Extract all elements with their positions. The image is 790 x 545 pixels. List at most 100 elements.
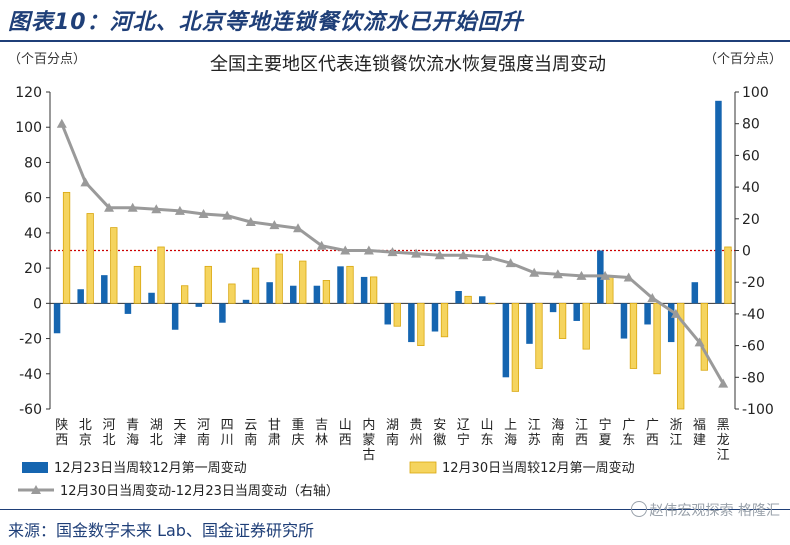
series3-marker xyxy=(505,258,516,268)
category-label: 黑龙江 xyxy=(717,418,730,463)
bar-series2 xyxy=(606,276,614,304)
series3-marker xyxy=(387,247,398,257)
right-tick-label: 0 xyxy=(742,244,751,260)
series3-marker xyxy=(458,250,469,260)
bar-series2 xyxy=(724,246,732,304)
series3-marker xyxy=(56,118,67,128)
bar-series1 xyxy=(384,303,391,325)
category-label: 福建 xyxy=(693,418,706,448)
wechat-icon xyxy=(630,501,647,517)
bar-series1 xyxy=(644,303,651,325)
bar-series1 xyxy=(502,303,510,378)
series3-marker xyxy=(245,216,256,226)
category-label: 广东 xyxy=(622,418,635,448)
category-label: 四川 xyxy=(221,418,234,448)
right-tick-label: 60 xyxy=(742,148,760,164)
bar-series1 xyxy=(620,303,628,339)
category-label: 山东 xyxy=(480,418,493,448)
bar-series2 xyxy=(369,276,378,304)
left-tick-label: 20 xyxy=(24,261,42,277)
bar-series2 xyxy=(346,265,354,304)
legend-marker-series3 xyxy=(31,485,41,494)
bar-series2 xyxy=(677,302,685,410)
series3-marker xyxy=(434,250,445,260)
bar-series2 xyxy=(86,213,94,304)
bar-series2 xyxy=(181,285,189,304)
bar-series1 xyxy=(337,266,344,304)
series3-marker xyxy=(576,270,587,280)
legend-label-series3: 12月30日当周变动-12月23日当周变动（右轴） xyxy=(60,483,339,499)
series3-marker xyxy=(269,220,280,230)
left-tick-label: 0 xyxy=(33,296,42,312)
bar-series1 xyxy=(526,303,533,344)
series3-marker xyxy=(222,210,233,220)
left-tick-label: -20 xyxy=(19,332,42,348)
right-tick-label: 40 xyxy=(742,180,760,196)
series3-marker xyxy=(174,205,185,215)
series3-marker xyxy=(694,337,705,347)
series3-marker xyxy=(316,240,327,250)
bar-series2 xyxy=(700,302,708,371)
bar-series2 xyxy=(204,265,212,304)
left-tick-label: 40 xyxy=(24,226,42,242)
watermark: 赵伟宏观探索 格隆汇 xyxy=(630,500,780,520)
category-label: 吉林 xyxy=(315,418,328,448)
category-label: 湖北 xyxy=(150,418,163,448)
bar-series2 xyxy=(322,280,331,304)
category-label: 云南 xyxy=(244,418,257,448)
category-label: 江苏 xyxy=(528,418,541,448)
category-label: 江西 xyxy=(575,418,588,448)
bar-series1 xyxy=(101,275,108,304)
legend-swatch-series1 xyxy=(22,462,48,473)
series3-marker xyxy=(647,293,658,303)
category-label: 贵州 xyxy=(410,418,423,448)
bar-series1 xyxy=(408,303,415,343)
series3-marker xyxy=(151,204,162,214)
right-tick-label: -60 xyxy=(742,339,765,355)
bar-series1 xyxy=(360,276,368,304)
series3-marker xyxy=(481,251,492,261)
right-tick-label: -100 xyxy=(742,402,774,418)
bar-series1 xyxy=(290,285,297,304)
bar-series2 xyxy=(440,302,449,338)
chart-svg: 全国主要地区代表连锁餐饮流水恢复强度当周变动 （个百分点） （个百分点） -60… xyxy=(8,52,782,499)
source-note: 来源：国金数字未来 Lab、国金证券研究所 xyxy=(8,521,314,540)
right-tick-label: 100 xyxy=(742,85,769,101)
series3-marker xyxy=(293,223,304,233)
chart-title: 全国主要地区代表连锁餐饮流水恢复强度当周变动 xyxy=(210,54,606,75)
bar-series2 xyxy=(62,191,71,304)
bar-series1 xyxy=(266,282,273,304)
series3-marker xyxy=(198,209,209,219)
series3-marker xyxy=(340,245,351,255)
category-label: 广西 xyxy=(646,418,659,448)
left-tick-label: -60 xyxy=(19,402,42,418)
bar-series2 xyxy=(393,302,401,327)
legend-label-series1: 12月23日当周较12月第一周变动 xyxy=(54,460,247,476)
left-axis-unit: （个百分点） xyxy=(8,52,86,67)
series3-marker xyxy=(552,269,563,279)
bar-series2 xyxy=(464,295,472,304)
bar-series1 xyxy=(313,285,321,304)
series3-marker xyxy=(104,202,115,212)
category-label: 河南 xyxy=(197,418,210,448)
series3-marker xyxy=(127,202,138,212)
category-label: 内蒙古 xyxy=(362,417,375,463)
watermark-text: 赵伟宏观探索 格隆汇 xyxy=(649,503,780,519)
bar-series1 xyxy=(455,291,462,304)
series3-marker xyxy=(411,248,422,258)
bar-series2 xyxy=(582,302,590,350)
category-label: 安徽 xyxy=(433,418,446,448)
bar-series1 xyxy=(148,292,155,304)
category-label: 辽宁 xyxy=(457,418,470,448)
right-tick-label: -80 xyxy=(742,370,765,386)
series3-marker xyxy=(670,308,681,318)
left-tick-label: 60 xyxy=(24,191,42,207)
left-tick-label: 100 xyxy=(15,120,42,136)
category-label: 浙江 xyxy=(669,418,682,448)
bar-series1 xyxy=(124,303,132,314)
category-label: 甘肃 xyxy=(268,418,281,448)
left-tick-label: 120 xyxy=(15,85,42,101)
bar-series1 xyxy=(573,303,580,321)
category-label: 天津 xyxy=(173,418,186,448)
left-tick-label: -40 xyxy=(19,367,42,383)
